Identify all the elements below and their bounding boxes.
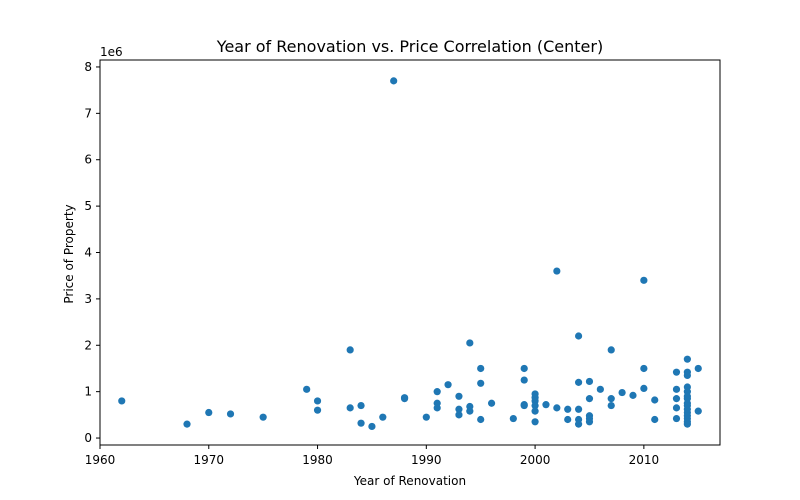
data-point	[672, 414, 681, 423]
data-point	[574, 378, 583, 386]
data-point	[574, 420, 583, 428]
y-tick-label: 1	[84, 385, 92, 399]
data-point	[564, 405, 572, 413]
data-point	[629, 391, 637, 399]
data-point	[487, 399, 496, 407]
chart-title: Year of Renovation vs. Price Correlation…	[216, 37, 603, 56]
data-point	[585, 395, 594, 403]
x-tick-label: 2010	[629, 453, 660, 467]
data-point	[553, 267, 561, 275]
data-point	[553, 404, 561, 412]
data-point	[466, 407, 474, 415]
data-point	[346, 404, 354, 412]
data-point	[640, 384, 648, 393]
data-point	[379, 413, 387, 421]
data-point	[640, 364, 648, 373]
data-point	[422, 413, 430, 421]
data-point	[694, 364, 702, 373]
data-point	[466, 339, 474, 347]
data-point	[574, 332, 583, 340]
data-point	[585, 377, 594, 386]
x-tick-label: 1980	[302, 453, 333, 467]
data-point	[357, 401, 365, 410]
data-point	[596, 385, 604, 393]
data-point	[205, 408, 213, 417]
data-point	[683, 371, 691, 380]
data-point	[477, 364, 485, 373]
data-point	[574, 405, 583, 413]
data-point	[672, 385, 681, 393]
data-point	[118, 397, 126, 405]
data-point	[183, 420, 191, 428]
data-point	[368, 422, 376, 431]
y-tick-label: 8	[84, 60, 92, 74]
data-point	[357, 419, 365, 427]
y-tick-label: 6	[84, 153, 92, 167]
data-point	[618, 388, 626, 397]
data-point	[672, 395, 681, 403]
points-layer	[118, 77, 702, 431]
data-point	[303, 385, 311, 393]
x-tick-label: 1970	[193, 453, 224, 467]
data-point	[531, 418, 539, 426]
data-point	[313, 397, 322, 405]
data-point	[455, 392, 463, 400]
data-point	[455, 405, 463, 413]
data-point	[651, 396, 659, 404]
y-tick-label: 3	[84, 292, 92, 306]
data-point	[477, 415, 485, 424]
data-point	[259, 413, 267, 421]
y-axis-label: Price of Property	[62, 204, 76, 303]
x-tick-label: 1960	[85, 453, 116, 467]
data-point	[509, 414, 517, 423]
x-tick-label: 1990	[411, 453, 442, 467]
y-tick-label: 4	[84, 246, 92, 260]
y-offset-label: 1e6	[100, 45, 123, 59]
plot-frame	[99, 59, 721, 446]
y-tick-label: 0	[84, 431, 92, 445]
data-point	[531, 401, 539, 410]
data-point	[520, 364, 528, 373]
data-point	[433, 404, 441, 412]
data-point	[433, 388, 441, 396]
data-point	[455, 411, 463, 419]
data-point	[651, 415, 659, 424]
data-point	[564, 415, 572, 424]
data-point	[683, 355, 691, 363]
y-tick-label: 2	[84, 338, 92, 352]
data-point	[607, 395, 615, 403]
data-point	[607, 346, 615, 354]
data-point	[390, 77, 398, 85]
data-point	[694, 407, 702, 415]
data-point	[672, 368, 681, 376]
data-point	[444, 381, 452, 389]
data-point	[585, 418, 594, 426]
y-tick-label: 7	[84, 106, 92, 120]
data-point	[520, 376, 528, 384]
x-axis-label: Year of Renovation	[353, 474, 466, 488]
data-point	[477, 379, 485, 387]
data-point	[313, 406, 322, 414]
data-point	[683, 420, 691, 428]
y-tick-label: 5	[84, 199, 92, 213]
data-point	[520, 401, 528, 410]
data-point	[531, 407, 539, 415]
x-tick-label: 2000	[520, 453, 551, 467]
data-point	[400, 395, 409, 403]
data-point	[226, 410, 235, 418]
axes-layer: 1960 1970 1980 1990 2000 2010 0 1 2 3 4 5 6 7 8	[84, 59, 721, 467]
data-point	[607, 401, 615, 410]
data-point	[640, 276, 648, 284]
data-point	[542, 401, 550, 409]
data-point	[672, 404, 681, 412]
data-point	[346, 346, 354, 354]
